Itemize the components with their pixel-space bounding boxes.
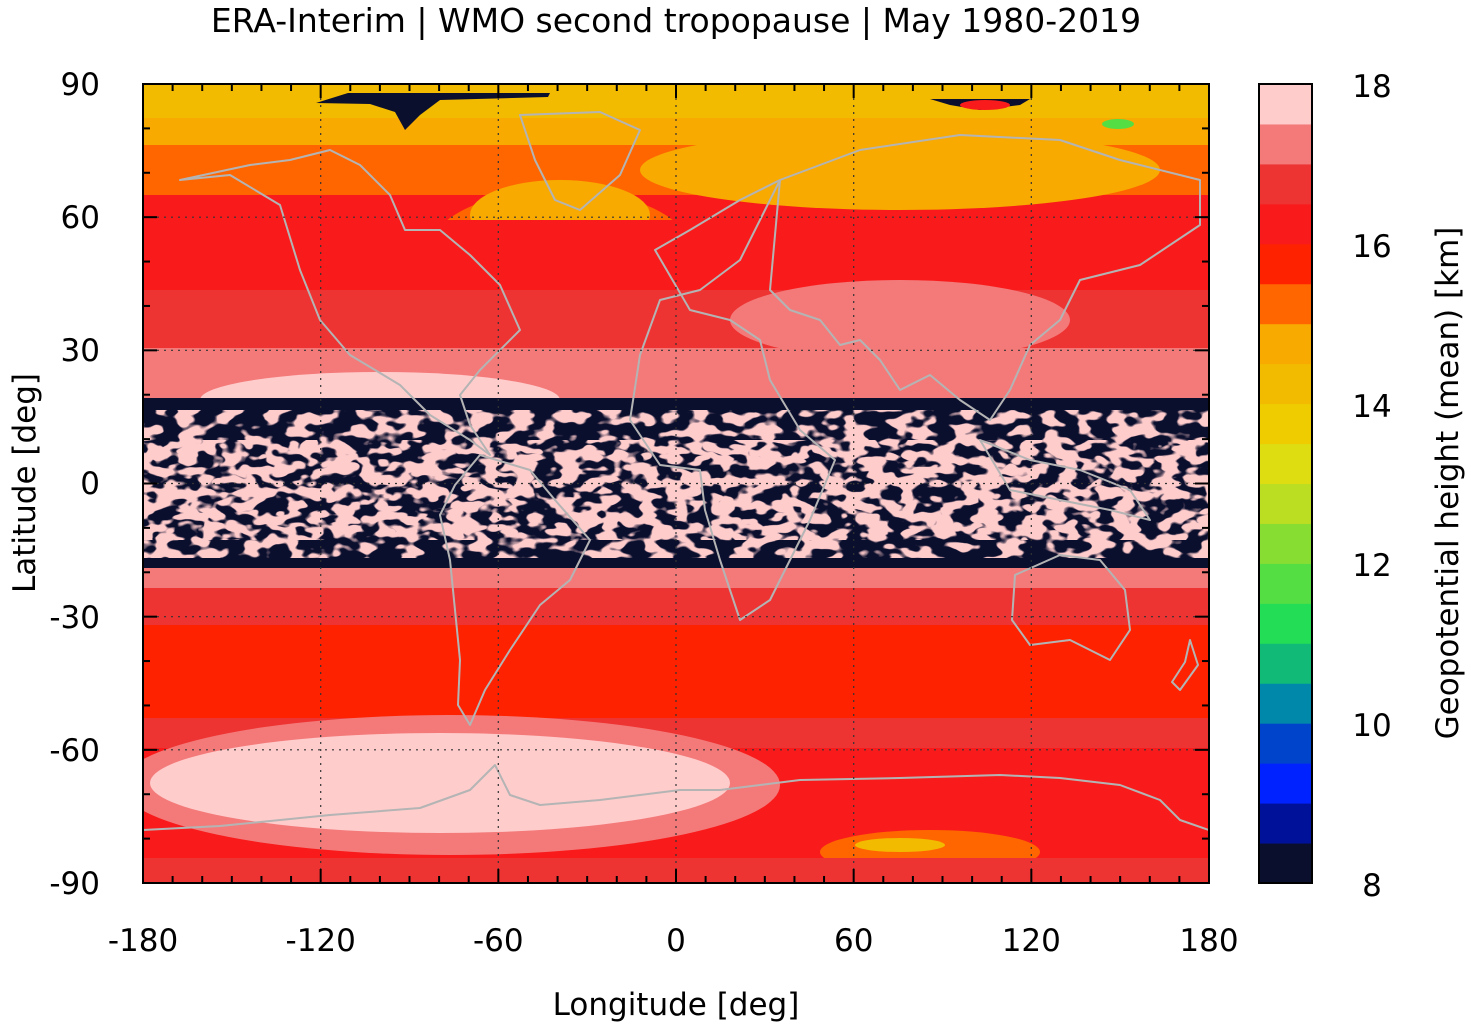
y-tick-labels: 90 60 30 0 -30 -60 -90 [49,67,100,902]
colorbar-step [1259,243,1312,285]
coast-north-america [179,149,521,456]
x-tick-label: -120 [286,923,356,959]
colorbar-step [1259,723,1312,764]
coast-antarctica [143,764,1209,831]
colorbar-step [1259,843,1312,884]
x-axis-label: Longitude [deg] [553,987,800,1023]
colorbar-step [1259,803,1312,844]
band-south-subtropics [143,588,1209,628]
colorbar-step [1259,323,1312,365]
colorbar-tick-label: 12 [1352,548,1391,584]
x-tick-label: -60 [473,923,524,959]
y-axis-label: Latitude [deg] [7,373,43,593]
y-tick-label: -90 [49,866,100,902]
x-tick-label: -180 [108,923,178,959]
colorbar-step [1259,363,1312,405]
colorbar-step [1259,523,1312,564]
colorbar-tick-label: 14 [1352,389,1391,425]
y-tick-label: -60 [49,733,100,769]
coast-south-america [439,454,591,726]
coast-europe-africa [629,179,836,621]
x-tick-label: 60 [834,923,873,959]
region-antarctic-core [150,733,730,833]
colorbar-border [1258,83,1313,884]
region-east-antarctic-core [855,838,945,852]
colorbar-step [1259,203,1312,245]
colorbar-label: Geopotential height (mean) [km] [1430,227,1466,740]
colorbar-tick-label: 8 [1362,868,1382,904]
missing-arctic-canada [316,93,550,130]
region-eurasia-north [640,130,1160,210]
plot-frame [142,83,1312,884]
coast-australia [1011,554,1131,661]
x-tick-label: 120 [1002,923,1061,959]
coast-new-zealand [1171,639,1199,691]
coast-indonesia [979,439,1151,521]
colorbar-step [1259,163,1312,205]
coast-asia [769,134,1201,421]
colorbar-tick-label: 10 [1352,708,1391,744]
colorbar-step [1259,283,1312,325]
colorbar-step [1259,683,1312,724]
region-asia-ridge [730,280,1070,360]
coast-greenland [519,111,641,211]
colorbar-tick-label: 16 [1352,229,1391,265]
colorbar-step [1259,563,1312,604]
colorbar-tick-label: 18 [1352,69,1391,105]
coastlines [143,111,1209,831]
y-tick-label: 60 [61,200,100,236]
colorbar-tick-labels: 18 16 14 12 10 8 [1352,69,1391,904]
chart-title: ERA-Interim | WMO second tropopause | Ma… [211,1,1141,40]
region-arctic-siberia-high [960,100,1010,110]
y-tick-label: 0 [80,466,100,502]
colorbar-step [1259,403,1312,445]
y-tick-label: 90 [61,67,100,103]
y-tick-label: -30 [49,600,100,636]
y-tick-label: 30 [61,333,100,369]
colorbar-step [1259,603,1312,644]
colorbar-step [1259,443,1312,484]
region-arctic-green [1102,119,1134,129]
y-grid [143,216,1209,751]
x-tick-labels: -180 -120 -60 0 60 120 180 [108,923,1239,959]
colorbar-step [1259,643,1312,684]
colorbar-step [1259,763,1312,804]
colorbar-step [1259,123,1312,165]
x-tick-label: 0 [666,923,686,959]
colorbar-step [1259,483,1312,524]
colorbar [1259,84,1312,884]
band-south-tropics-edge [143,568,1209,590]
x-tick-label: 180 [1179,923,1238,959]
colorbar-step [1259,84,1312,125]
